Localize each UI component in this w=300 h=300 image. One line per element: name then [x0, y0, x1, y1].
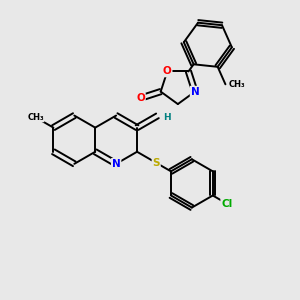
Text: O: O — [163, 66, 172, 76]
Text: O: O — [136, 93, 145, 103]
Text: N: N — [112, 159, 121, 169]
Text: Cl: Cl — [221, 199, 232, 208]
Text: N: N — [190, 87, 200, 97]
Text: H: H — [163, 113, 170, 122]
Text: CH₃: CH₃ — [27, 113, 44, 122]
Text: CH₃: CH₃ — [228, 80, 245, 89]
Text: S: S — [152, 158, 160, 168]
